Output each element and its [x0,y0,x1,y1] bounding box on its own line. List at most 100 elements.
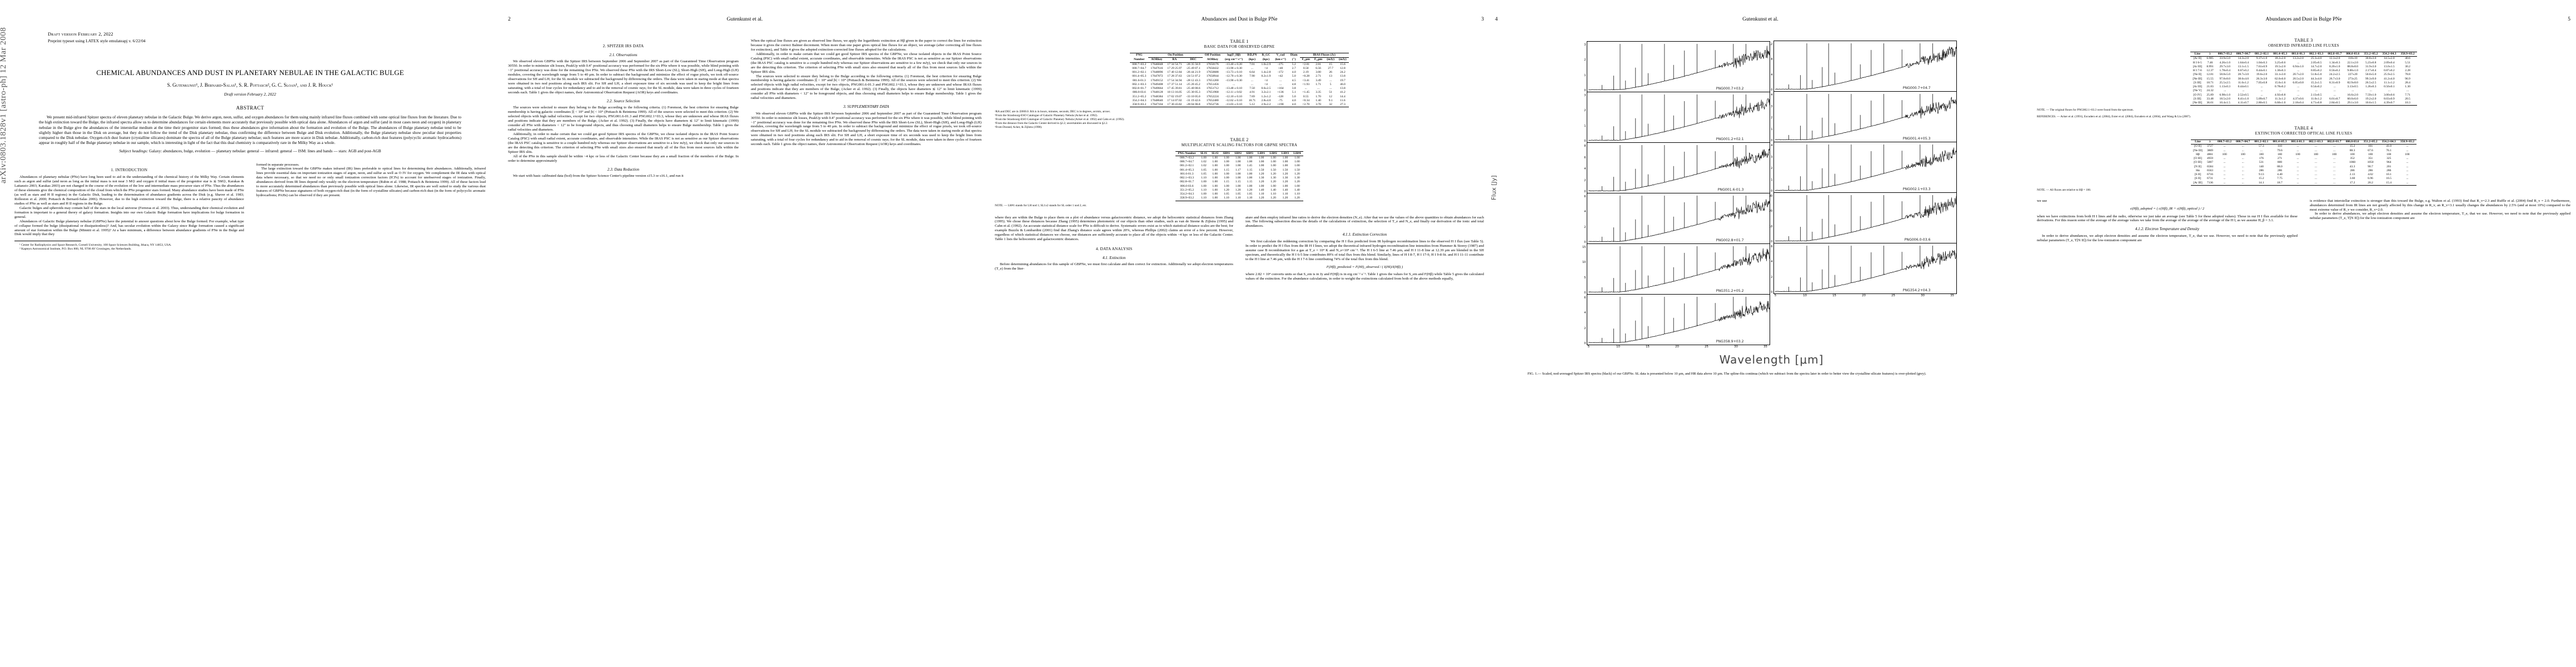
y-axis-tick-label: 0 [1771,139,1773,142]
table-4: Line λ 000.7+03.2 000.7+04.7 001.2+02.1 001.4… [2191,139,2416,186]
table-cell: 8.20±1.0 [2329,64,2340,68]
table-cell: ... [2296,161,2299,165]
table-cell: 354.2+04.3 [1132,98,1147,102]
y-axis-tick-label: 3 [1584,43,1586,47]
continuum-spline [1775,202,1956,241]
table-cell: 13.2±2.0 [2293,57,2304,61]
table-cell: [Ne III] [2190,101,2205,106]
masthead: Draft version February 2, 2022 Preprint … [14,0,486,44]
author-list: S. Gutenkunst¹, J. Bernard-Salas¹, S. R.… [167,82,333,88]
table-cell: -26 35 56.9 [1186,62,1200,66]
table-cell: 17 40 12.84 [1167,71,1182,74]
table-header-row: PNG Number SL#1 SL#2 SH#1 SH#2 SH#3 LH#1 LH#2 LH… [1175,151,1303,156]
table-cell: 14.7±2.0 [2310,64,2322,68]
table-cell: 3.8 [1292,87,1296,90]
table-cell: 1.05 [1223,192,1229,196]
table-cell: 1.02 [1201,160,1207,164]
table-cell: 60.0±6.0 [2347,97,2359,101]
page-1-column-right: formed in separate processes. The large … [256,163,486,251]
table-cell: -28 12 43.3 [1186,78,1200,82]
table-cell: 17649664 [1150,87,1163,90]
table-cell: 1.50 [1282,168,1288,172]
y-axis-tick-label: 2 [1584,225,1586,229]
table-cell: ... [1250,82,1253,86]
table-cell: 26.3±3.0 [2256,77,2268,81]
table-column-header: AORkey [1148,57,1165,63]
y-axis-tick-label: 1 [1771,178,1773,182]
table-cell: 11.6±1.2 [2238,81,2249,84]
table-cell: 17 29 25.97 [1167,66,1182,70]
table-cell: 1.20 [1258,180,1264,184]
table-cell: 67.6 [2368,148,2373,152]
table-cell: 1.00 [1201,156,1207,160]
table-cell: 6716 [2207,173,2213,176]
table-cell: 6.01±0.7 [2329,97,2340,101]
table-cell: 1.20 [1255,196,1268,201]
table-cell: 18.2±2.0 [2274,57,2286,61]
table-cell: ... [2314,157,2318,160]
table-row: 000.7+03.2 1.00 1.00 1.00 1.00 1.00 1.00 1.00 1.… [1175,156,1303,160]
table-cell: 1.15 [1247,168,1253,172]
table-cell: 20.7±2.0 [2293,73,2304,77]
footnote-1: ¹ Center for Radiophysics and Space Rese… [19,243,172,247]
y-axis-tick-label: 12 [1769,43,1773,46]
table-cell: 002.1+03.3 [1180,176,1194,180]
table-cell: +40 [1278,66,1283,70]
table-cell: 000.7+03.2 [1180,156,1194,160]
table-cell: ... [2296,148,2299,152]
table-header-row: Number AORkey RA DEC AORkey (erg cm⁻² s⁻¹) (kp… [1130,57,1349,63]
table-cell: ... [2314,145,2318,148]
table-cell: [S III] [2194,97,2201,101]
table-row: [Ne V] 24.32.............................… [2190,89,2416,93]
page-3-paragraph-b: Before determining abundances for this s… [995,262,1233,271]
table-row: [O IV] 25.89 6.98±1.0 2.52±0.5... 4.92±0.8..… [2190,93,2416,97]
table-row: 000.7+03.2 17646848 17 34 54.71 -26 35 56.9… [1130,62,1349,67]
table-cell: 1.0±2.9 [1261,62,1271,66]
y-axis-tick-label: 4 [1584,167,1586,171]
table-cell: 1.20 [1235,188,1241,192]
panel-object-label: PNG002.1+03.3 [1902,187,1931,191]
table-cell: 12.3±2.0 [2329,57,2340,61]
table-cell: 3.25±0.6 [2274,61,2286,64]
table-cell: 4.5 [1292,78,1296,82]
table-cell: 2.80±0.5 [2252,101,2271,106]
page-2-paragraph-3b: Additionally, in order to make certain t… [751,52,981,74]
table-cell: -31 19 42.6 [1186,98,1200,102]
subsection-heading-extinction-correction: 4.1.1. Extinction Correction [1342,232,1387,237]
table-3-note: NOTE. — The original fluxes for PNG002.1… [2037,108,2134,112]
table-cell: 1.40 [1258,188,1264,192]
table-cell: 17650944 [1206,74,1219,78]
table-cell: 13.8 [1340,74,1346,78]
table-group-header-cell: Off Position [1202,52,1223,58]
table-column-header: 000.7+03.2 [2215,51,2234,57]
table-1-caption: BASIC DATA FOR OBSERVED GBPNE [1204,44,1275,49]
masthead-preprint-style: Preprint typeset using LATEX style emula… [48,38,146,44]
table-cell: 5.0 [1292,94,1296,98]
spectrum-plot [1588,145,1770,192]
table-cell: 964 [2386,161,2391,165]
table-cell: 21.83 [2206,85,2214,88]
table-cell: 351 [2368,157,2373,160]
y-axis-tick-label: 0 [1771,88,1773,92]
table-column-header: Line [2190,51,2205,57]
panel-object-label: PNG002.8+01.7 [1716,238,1744,242]
table-cell: ... [2333,145,2336,148]
y-axis-tick-label: 2 [1584,109,1586,113]
table-cell: 1.40 [1270,188,1276,192]
table-cell: 17651968 [1206,91,1219,94]
table-cell: 351.2+05.2 [1180,188,1194,192]
table-1-note: ᵉFrom Durand, Acker, & Zijlstra (1998). [995,125,1043,129]
table-cell: 26.5±2.5 [2365,81,2376,84]
table-cell: 100 [2240,152,2245,156]
page-5: Abundances and Dust in Bulge PNe 5 TABLE… [2031,0,2576,667]
x-axis-tick-label: 5 [1587,345,1590,349]
page-2-column-left: 2. SPITZER IRS DATA 2.1. Observations We… [508,39,739,178]
x-axis-tick-label: 10 [1616,345,1620,349]
table-cell: 2.19 [1303,71,1309,74]
spectrum-panel: 0 1 2 3 PNG001.2+02.1 [1584,92,1770,143]
table-cell: [Ar II] [2193,57,2202,61]
table-cell: 28.7±3.0 [2238,73,2249,77]
table-cell: 1.00 [1235,156,1241,160]
table-cell: 100 [2222,152,2227,156]
table-cell: 001.6-01.3 [1132,78,1146,82]
